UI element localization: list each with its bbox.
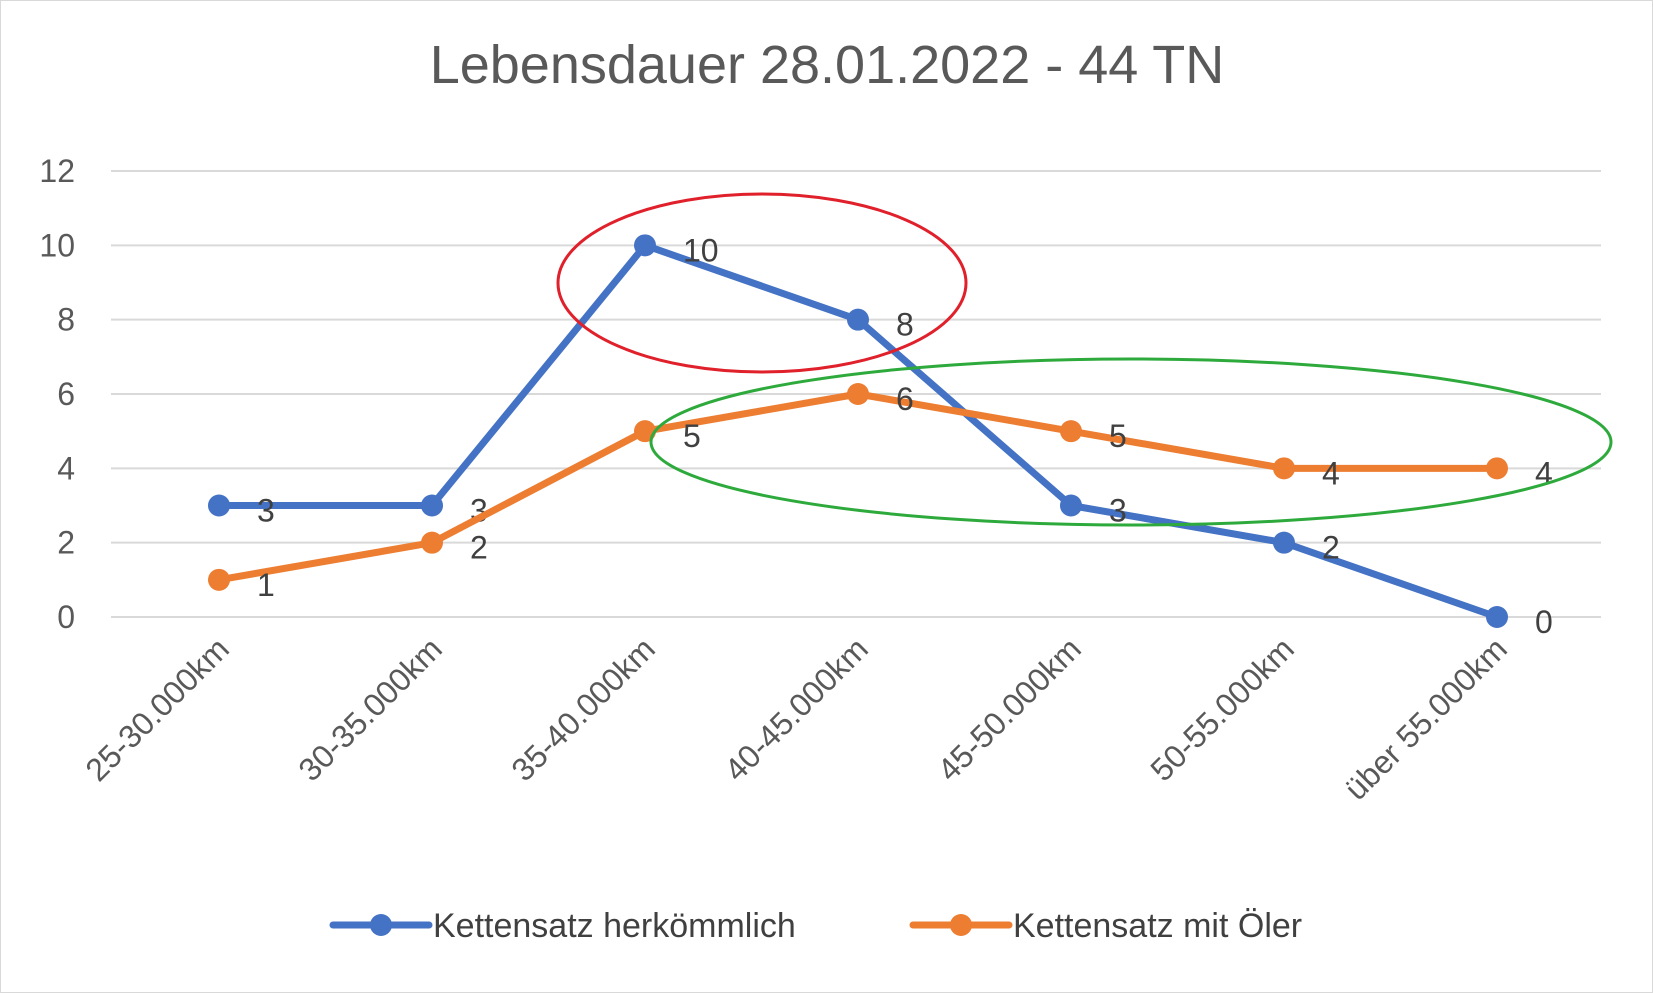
data-point <box>847 383 869 405</box>
y-tick-label: 6 <box>57 376 75 412</box>
data-label: 10 <box>683 232 719 268</box>
data-label: 6 <box>896 381 914 417</box>
highlight-ellipse-red <box>556 192 968 374</box>
legend-marker <box>950 914 972 936</box>
highlight-ellipse-green <box>649 357 1613 527</box>
x-tick-label: 25-30.000km <box>78 630 236 788</box>
data-point <box>208 568 230 591</box>
data-label: 8 <box>896 307 914 343</box>
annotation-layer <box>556 192 1613 527</box>
y-tick-label: 10 <box>39 227 75 263</box>
legend-item: Kettensatz mit Öler <box>909 907 1302 945</box>
data-point <box>1060 420 1082 443</box>
data-label: 3 <box>257 493 275 529</box>
data-point <box>1486 606 1508 628</box>
y-tick-label: 0 <box>57 599 75 635</box>
data-label: 2 <box>1322 530 1340 566</box>
data-point <box>1486 457 1508 480</box>
chart-title: Lebensdauer 28.01.2022 - 44 TN <box>430 35 1225 95</box>
legend-marker <box>370 914 392 936</box>
data-label: 5 <box>1109 418 1127 454</box>
x-tick-label: 30-35.000km <box>291 630 449 788</box>
legend: Kettensatz herkömmlich Kettensatz mit Öle… <box>329 907 1302 945</box>
data-point <box>421 531 443 554</box>
data-label: 1 <box>257 567 275 603</box>
x-tick-label: 50-55.000km <box>1143 630 1301 788</box>
y-axis-ticks: 0 2 4 6 8 10 12 <box>39 153 75 635</box>
y-tick-label: 4 <box>57 450 75 486</box>
legend-label: Kettensatz mit Öler <box>1013 907 1302 945</box>
y-tick-label: 2 <box>57 525 75 561</box>
data-point <box>1273 457 1295 480</box>
y-tick-label: 12 <box>39 153 75 189</box>
series-line <box>215 241 1501 621</box>
x-axis-ticks: 25-30.000km 30-35.000km 35-40.000km 40-45.0… <box>78 630 1514 806</box>
data-point <box>634 234 656 257</box>
data-point <box>1273 531 1295 554</box>
data-point <box>847 308 869 331</box>
legend-label: Kettensatz herkömmlich <box>433 907 796 945</box>
data-label: 5 <box>683 418 701 454</box>
y-tick-label: 8 <box>57 302 75 338</box>
data-point <box>1060 494 1082 517</box>
data-point <box>421 494 443 517</box>
data-point <box>208 494 230 517</box>
data-label: 4 <box>1322 455 1340 491</box>
x-tick-label: 35-40.000km <box>504 630 662 788</box>
x-tick-label: über 55.000km <box>1338 630 1514 806</box>
data-label: 3 <box>1109 493 1127 529</box>
legend-item: Kettensatz herkömmlich <box>329 907 796 945</box>
x-tick-label: 45-50.000km <box>930 630 1088 788</box>
data-label: 0 <box>1535 604 1553 640</box>
data-label: 2 <box>470 530 488 566</box>
x-tick-label: 40-45.000km <box>717 630 875 788</box>
